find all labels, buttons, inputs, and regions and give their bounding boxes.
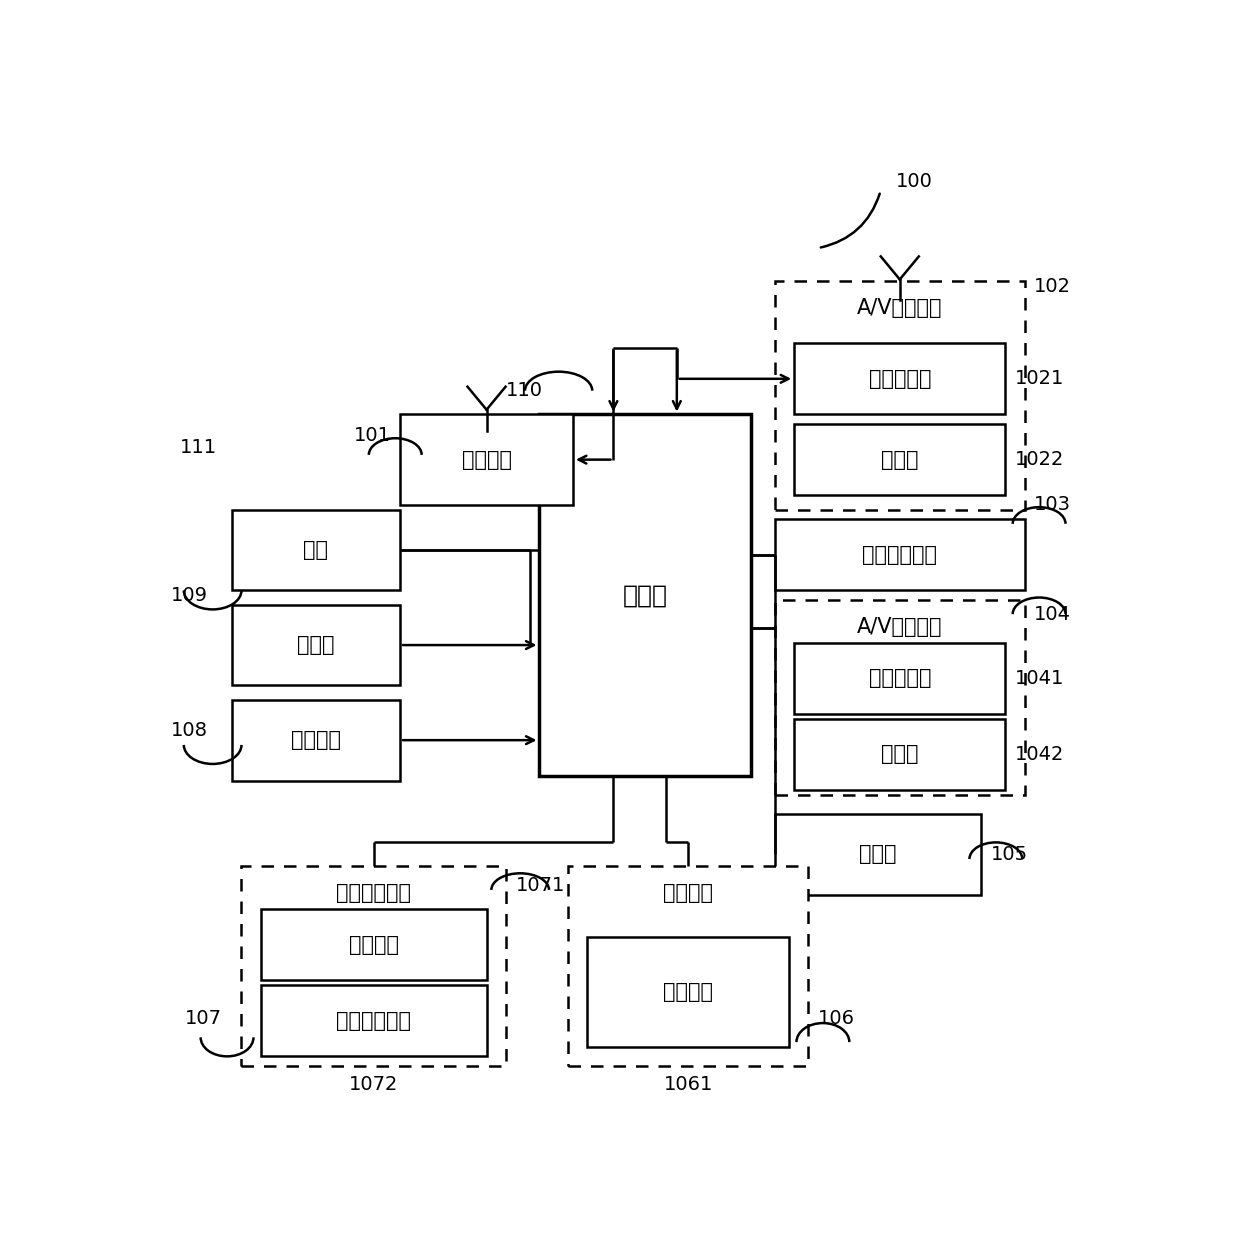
Bar: [775, 282, 1024, 510]
Text: 1072: 1072: [348, 1076, 398, 1094]
Bar: [232, 510, 401, 590]
Bar: [568, 866, 808, 1066]
Text: 111: 111: [180, 438, 217, 457]
Text: 存储器: 存储器: [298, 635, 335, 655]
Bar: [539, 415, 751, 776]
Text: 用户输入单元: 用户输入单元: [336, 883, 412, 903]
Text: 1022: 1022: [1016, 450, 1064, 469]
Text: 电源: 电源: [304, 540, 329, 559]
Bar: [775, 814, 982, 894]
Text: 109: 109: [171, 585, 208, 605]
Bar: [775, 600, 1024, 795]
Text: 1041: 1041: [1016, 669, 1064, 688]
Bar: [260, 986, 486, 1056]
Text: 音频输出单元: 音频输出单元: [862, 545, 937, 564]
Bar: [242, 866, 506, 1066]
Bar: [401, 415, 573, 505]
Text: 105: 105: [991, 845, 1028, 863]
Text: 触控面板: 触控面板: [348, 935, 398, 955]
Bar: [588, 937, 790, 1047]
Text: 麦克风: 麦克风: [882, 745, 919, 764]
Text: 处理器: 处理器: [622, 583, 667, 608]
Bar: [794, 424, 1006, 495]
Text: 射频单元: 射频单元: [461, 450, 512, 469]
Text: 110: 110: [506, 382, 543, 400]
Bar: [775, 519, 1024, 590]
FancyArrowPatch shape: [821, 194, 879, 247]
Text: A/V输入单元: A/V输入单元: [857, 618, 942, 637]
Text: 1042: 1042: [1016, 745, 1064, 764]
Text: 其他输入设备: 其他输入设备: [336, 1010, 412, 1031]
Text: 100: 100: [895, 172, 932, 191]
Text: 101: 101: [353, 426, 391, 446]
Bar: [794, 343, 1006, 415]
Bar: [794, 642, 1006, 714]
Text: 107: 107: [185, 1009, 222, 1028]
Text: 麦克风: 麦克风: [882, 450, 919, 469]
Text: 显示面板: 显示面板: [663, 982, 713, 1002]
Text: 传感器: 传感器: [859, 845, 897, 864]
Text: 图形处理器: 图形处理器: [868, 668, 931, 688]
Bar: [794, 719, 1006, 790]
Text: 106: 106: [818, 1009, 856, 1028]
Text: 102: 102: [1034, 277, 1071, 295]
Text: 103: 103: [1034, 495, 1071, 514]
Bar: [232, 700, 401, 781]
Text: 图形处理器: 图形处理器: [868, 369, 931, 389]
Text: 1061: 1061: [663, 1076, 713, 1094]
Text: 接口单元: 接口单元: [291, 730, 341, 750]
Bar: [260, 909, 486, 981]
Text: A/V输入单元: A/V输入单元: [857, 299, 942, 319]
Text: 显示单元: 显示单元: [663, 883, 713, 903]
Text: 104: 104: [1034, 605, 1071, 624]
Bar: [232, 605, 401, 685]
Text: 108: 108: [171, 721, 208, 740]
Text: 1021: 1021: [1016, 369, 1064, 388]
Text: 1071: 1071: [516, 876, 564, 894]
